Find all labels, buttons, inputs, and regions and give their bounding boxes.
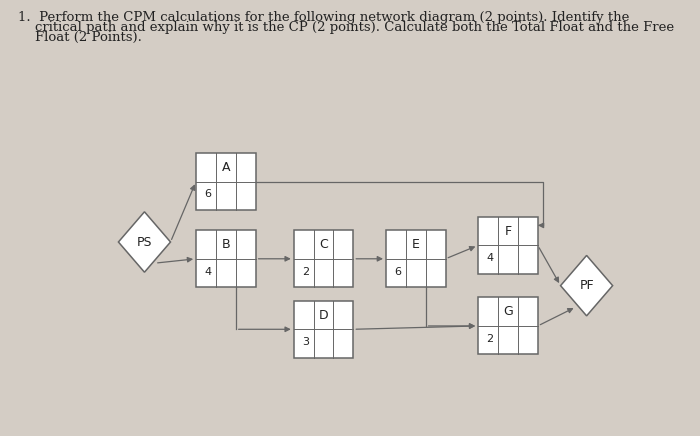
Text: 2: 2 (486, 334, 493, 344)
Text: F: F (505, 225, 512, 238)
Text: critical path and explain why it is the CP (2 points). Calculate both the Total : critical path and explain why it is the … (18, 21, 673, 34)
Text: PS: PS (136, 235, 152, 249)
Bar (294, 230, 354, 287)
Text: G: G (503, 305, 513, 318)
Text: D: D (318, 309, 328, 321)
Polygon shape (118, 212, 171, 272)
Polygon shape (561, 255, 612, 316)
Text: 6: 6 (204, 189, 211, 199)
Text: C: C (319, 238, 328, 251)
Text: Float (2 Points).: Float (2 Points). (18, 31, 141, 44)
Text: E: E (412, 238, 419, 251)
Bar (196, 230, 256, 287)
Text: 6: 6 (394, 267, 401, 276)
Text: 4: 4 (486, 253, 493, 263)
Bar (294, 301, 354, 358)
Text: 2: 2 (302, 267, 309, 276)
Bar (478, 217, 538, 274)
Bar (386, 230, 445, 287)
Text: B: B (221, 238, 230, 251)
Bar (196, 153, 256, 210)
Text: 3: 3 (302, 337, 309, 347)
Text: 4: 4 (204, 267, 211, 276)
Bar (478, 297, 538, 354)
Text: PF: PF (580, 279, 594, 292)
Text: 1.  Perform the CPM calculations for the following network diagram (2 points). I: 1. Perform the CPM calculations for the … (18, 11, 629, 24)
Text: A: A (222, 161, 230, 174)
